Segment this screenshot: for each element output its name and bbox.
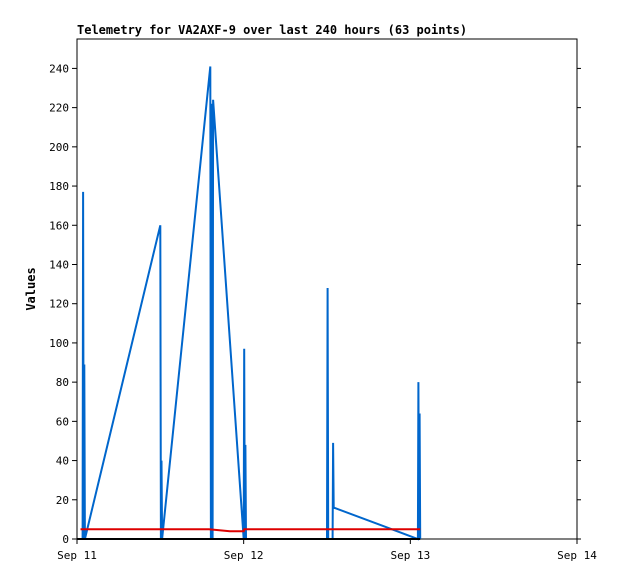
y-tick-label: 220	[49, 102, 69, 115]
y-tick-label: 80	[56, 376, 69, 389]
y-tick-label: 200	[49, 141, 69, 154]
y-tick-label: 160	[49, 219, 69, 232]
x-tick-label: Sep 11	[57, 549, 97, 562]
y-tick-label: 180	[49, 180, 69, 193]
series-line-1	[81, 66, 422, 541]
y-axis-label: Values	[24, 267, 38, 310]
chart-title: Telemetry for VA2AXF-9 over last 240 hou…	[77, 23, 467, 37]
series-line-2	[80, 528, 421, 533]
x-tick-label: Sep 14	[557, 549, 597, 562]
y-tick-label: 0	[62, 533, 69, 546]
y-tick-label: 120	[49, 298, 69, 311]
y-tick-label: 20	[56, 494, 69, 507]
y-tick-label: 100	[49, 337, 69, 350]
y-axis-ticks: 0 20 40 60 80 100 120 140 160 180 200 220 240	[49, 62, 581, 546]
y-tick-label: 40	[56, 455, 69, 468]
y-tick-label: 140	[49, 258, 69, 271]
series-layer	[77, 66, 422, 541]
x-tick-label: Sep 13	[390, 549, 430, 562]
x-tick-label: Sep 12	[224, 549, 264, 562]
y-tick-label: 240	[49, 62, 69, 75]
y-tick-label: 60	[56, 415, 69, 428]
x-axis-ticks: Sep 11 Sep 12 Sep 13 Sep 14	[57, 539, 597, 562]
